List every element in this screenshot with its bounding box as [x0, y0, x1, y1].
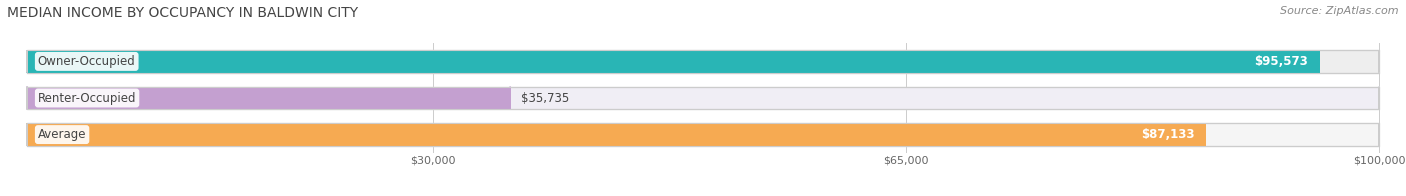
- Bar: [27, 50, 1379, 73]
- Bar: [27, 123, 1379, 146]
- Bar: [27, 50, 1319, 73]
- Bar: [27, 87, 1379, 109]
- Bar: [27, 87, 510, 109]
- Bar: [27, 50, 1379, 73]
- Text: $87,133: $87,133: [1140, 128, 1194, 141]
- Bar: [27, 123, 1379, 146]
- Text: Renter-Occupied: Renter-Occupied: [38, 92, 136, 104]
- Text: $35,735: $35,735: [522, 92, 569, 104]
- Text: Average: Average: [38, 128, 86, 141]
- Bar: [27, 123, 1205, 146]
- Text: Source: ZipAtlas.com: Source: ZipAtlas.com: [1281, 6, 1399, 16]
- Text: $95,573: $95,573: [1254, 55, 1309, 68]
- Text: MEDIAN INCOME BY OCCUPANCY IN BALDWIN CITY: MEDIAN INCOME BY OCCUPANCY IN BALDWIN CI…: [7, 6, 359, 20]
- Bar: [27, 87, 1379, 109]
- Text: Owner-Occupied: Owner-Occupied: [38, 55, 135, 68]
